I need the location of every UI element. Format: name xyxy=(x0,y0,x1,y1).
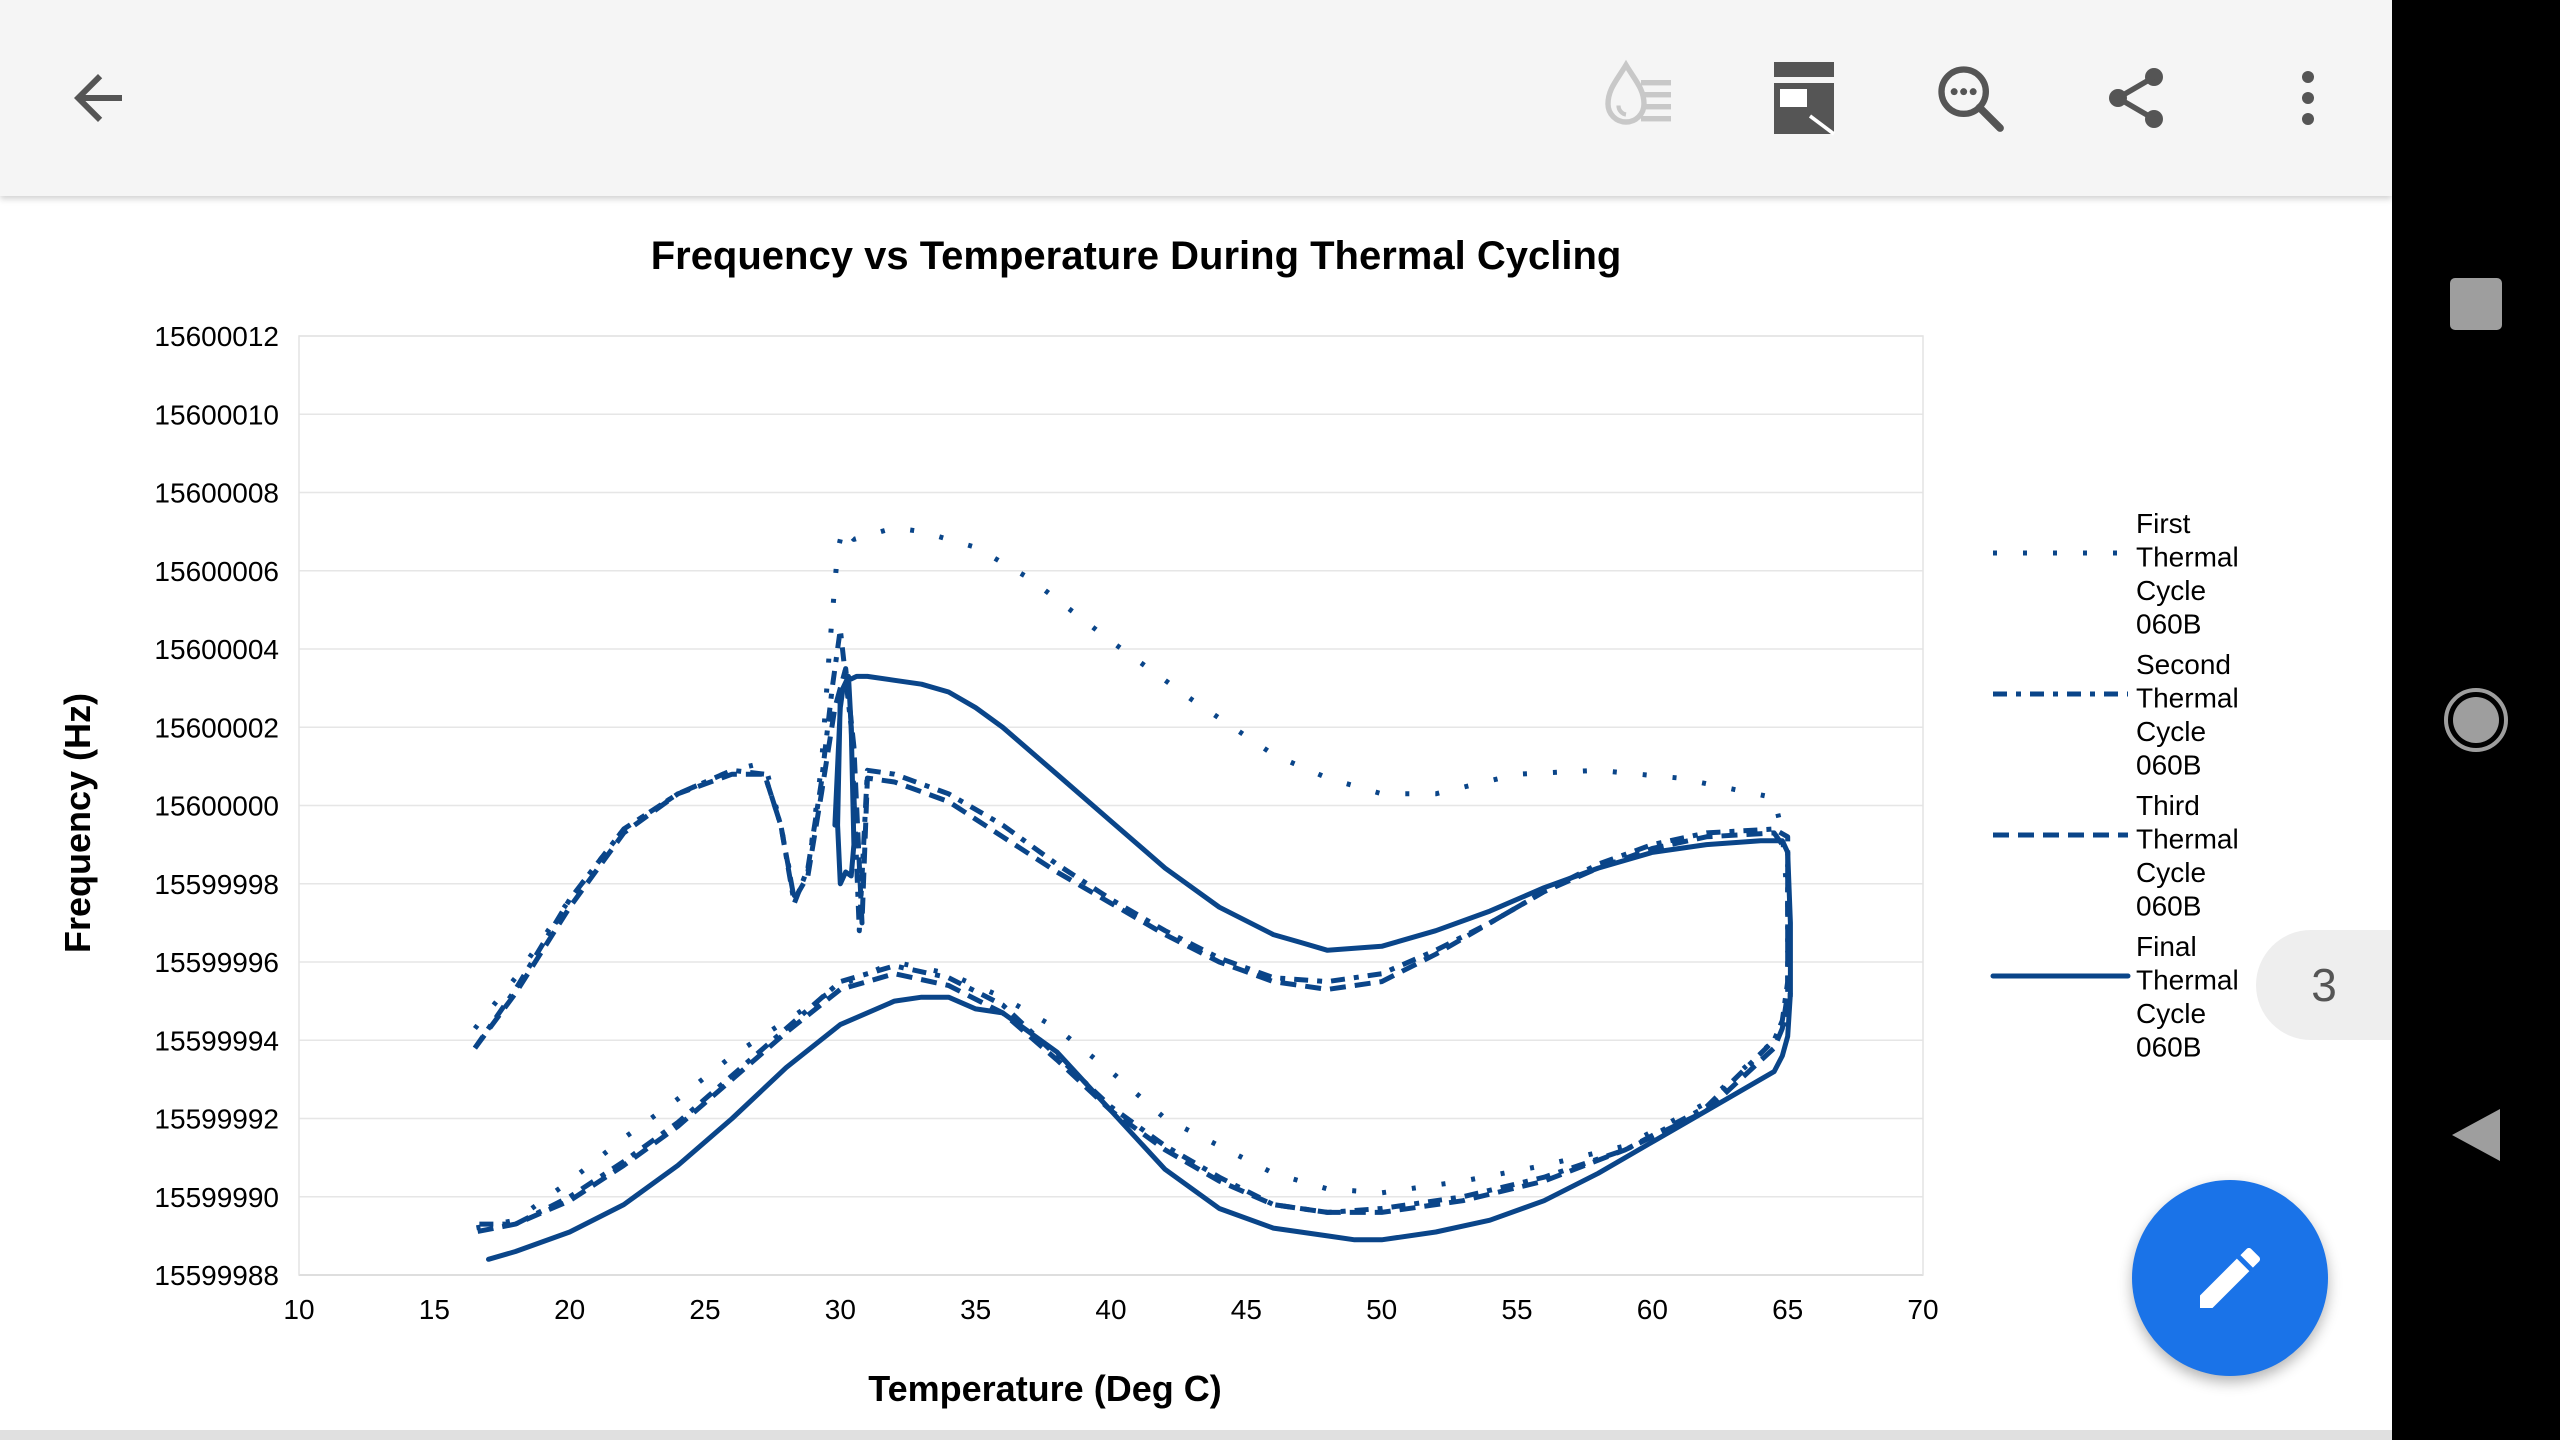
y-tick-label: 15599990 xyxy=(154,1182,279,1213)
x-tick-label: 35 xyxy=(960,1294,991,1325)
series-lines xyxy=(472,525,1793,1262)
edit-fab[interactable] xyxy=(2132,1180,2328,1376)
more-options-button[interactable] xyxy=(2258,48,2358,148)
y-axis-label: Frequency (Hz) xyxy=(57,693,98,953)
back-nav-button[interactable] xyxy=(2392,1065,2560,1205)
x-tick-label: 45 xyxy=(1231,1294,1262,1325)
more-vert-icon xyxy=(2302,71,2314,125)
share-icon xyxy=(2109,68,2163,128)
plot-area-border xyxy=(298,335,1924,1276)
page-number-indicator: 3 xyxy=(2256,930,2392,1040)
x-tick-label: 30 xyxy=(825,1294,856,1325)
page-layout-icon xyxy=(1774,62,1836,136)
gridlines xyxy=(299,335,1923,1276)
x-tick-labels: 10 15 20 25 30 35 40 45 50 55 60 65 70 xyxy=(283,1294,1938,1325)
y-tick-label: 15600010 xyxy=(154,399,279,430)
page-layout-button[interactable] xyxy=(1754,48,1854,148)
y-tick-labels: 15599988 15599990 15599992 15599994 15599996… xyxy=(154,321,279,1291)
home-circle-icon xyxy=(2444,688,2508,752)
legend-entry: Final Thermal Cycle 060B xyxy=(2136,931,2239,1063)
y-tick-label: 15599996 xyxy=(154,947,279,978)
ink-mode-icon xyxy=(1605,59,1671,125)
back-button[interactable] xyxy=(48,48,148,148)
y-tick-label: 15600000 xyxy=(154,791,279,822)
y-tick-label: 15600008 xyxy=(154,478,279,509)
series-line xyxy=(486,673,1793,1262)
x-tick-label: 65 xyxy=(1772,1294,1803,1325)
page-number: 3 xyxy=(2311,959,2337,1011)
back-triangle-icon xyxy=(2452,1109,2500,1161)
legend-entry: Third Thermal Cycle 060B xyxy=(2136,790,2239,922)
series-line xyxy=(472,666,1791,1235)
series-line xyxy=(472,626,1791,1227)
home-button[interactable] xyxy=(2392,650,2560,790)
ink-mode-button[interactable] xyxy=(1588,48,1688,148)
find-in-document-button[interactable] xyxy=(1920,48,2020,148)
system-navigation-bar xyxy=(2392,0,2560,1440)
y-tick-label: 15599994 xyxy=(154,1025,279,1056)
back-arrow-icon xyxy=(74,74,122,122)
x-tick-label: 40 xyxy=(1095,1294,1126,1325)
y-tick-label: 15599992 xyxy=(154,1104,279,1135)
y-tick-label: 15600002 xyxy=(154,712,279,743)
x-tick-label: 10 xyxy=(283,1294,314,1325)
x-tick-label: 60 xyxy=(1637,1294,1668,1325)
x-tick-label: 25 xyxy=(689,1294,720,1325)
chart-area: Frequency vs Temperature During Thermal … xyxy=(0,196,2392,1430)
series-line xyxy=(472,525,1793,1231)
y-tick-label: 15599998 xyxy=(154,869,279,900)
chart: Frequency vs Temperature During Thermal … xyxy=(57,234,2239,1409)
x-tick-label: 70 xyxy=(1907,1294,1938,1325)
y-tick-label: 15600012 xyxy=(154,321,279,352)
bottom-edge xyxy=(0,1430,2392,1440)
y-tick-label: 15599988 xyxy=(154,1260,279,1291)
chart-title: Frequency vs Temperature During Thermal … xyxy=(651,234,1622,278)
legend-entry: Second Thermal Cycle 060B xyxy=(2136,649,2239,781)
x-tick-label: 55 xyxy=(1501,1294,1532,1325)
x-tick-label: 20 xyxy=(554,1294,585,1325)
x-tick-label: 50 xyxy=(1366,1294,1397,1325)
top-toolbar xyxy=(0,0,2392,196)
recents-button[interactable] xyxy=(2392,234,2560,374)
legend-entry: First Thermal Cycle 060B xyxy=(2136,508,2239,640)
document-viewer: Frequency vs Temperature During Thermal … xyxy=(0,0,2392,1440)
find-in-document-icon xyxy=(1938,66,2004,132)
recents-square-icon xyxy=(2450,278,2502,330)
x-tick-label: 15 xyxy=(419,1294,450,1325)
share-button[interactable] xyxy=(2086,48,2186,148)
y-tick-label: 15600006 xyxy=(154,556,279,587)
x-axis-label: Temperature (Deg C) xyxy=(868,1368,1221,1409)
y-tick-label: 15600004 xyxy=(154,634,279,665)
edit-pencil-icon xyxy=(2200,1247,2261,1308)
